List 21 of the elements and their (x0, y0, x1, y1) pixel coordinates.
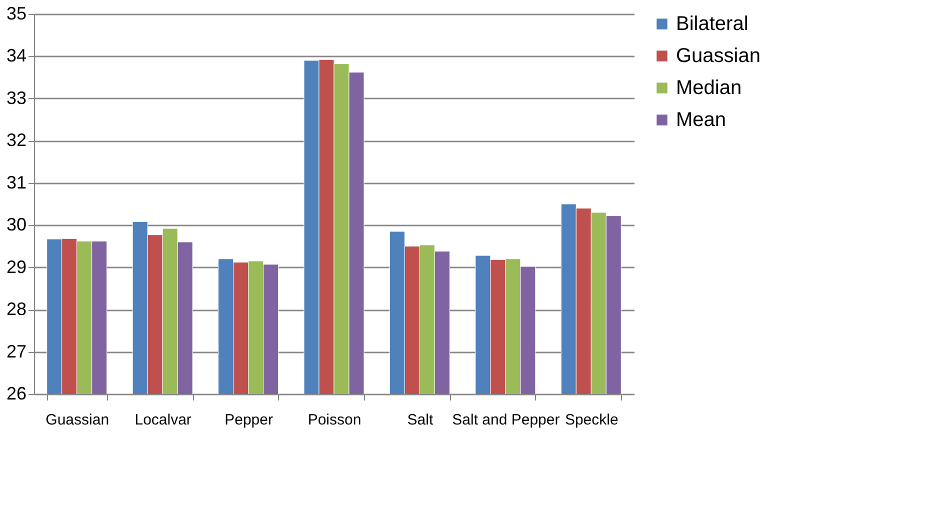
x-tick-label: Pepper (224, 412, 273, 428)
x-tick-label: Salt (407, 412, 434, 428)
x-tick-label: Speckle (564, 412, 618, 428)
y-tick-label: 31 (6, 172, 26, 192)
y-tick-label: 26 (6, 384, 26, 404)
y-tick-label: 34 (6, 46, 26, 66)
legend-label: Bilateral (676, 13, 748, 35)
x-tick-label: Salt and Pepper (452, 412, 560, 428)
x-tick-label: Localvar (134, 412, 192, 428)
y-tick-label: 28 (6, 299, 26, 320)
x-tick-label: Poisson (308, 412, 362, 428)
y-tick-label: 30 (6, 214, 26, 235)
legend-label: Mean (676, 109, 726, 131)
y-tick-label: 27 (6, 341, 26, 362)
y-tick-label: 32 (6, 130, 26, 150)
y-tick-label: 33 (6, 88, 26, 108)
y-tick-label: 35 (6, 4, 26, 24)
legend-label: Median (676, 77, 742, 99)
legend-label: Guassian (676, 45, 760, 67)
y-tick-label: 29 (6, 256, 26, 277)
x-tick-label: Guassian (46, 412, 110, 428)
